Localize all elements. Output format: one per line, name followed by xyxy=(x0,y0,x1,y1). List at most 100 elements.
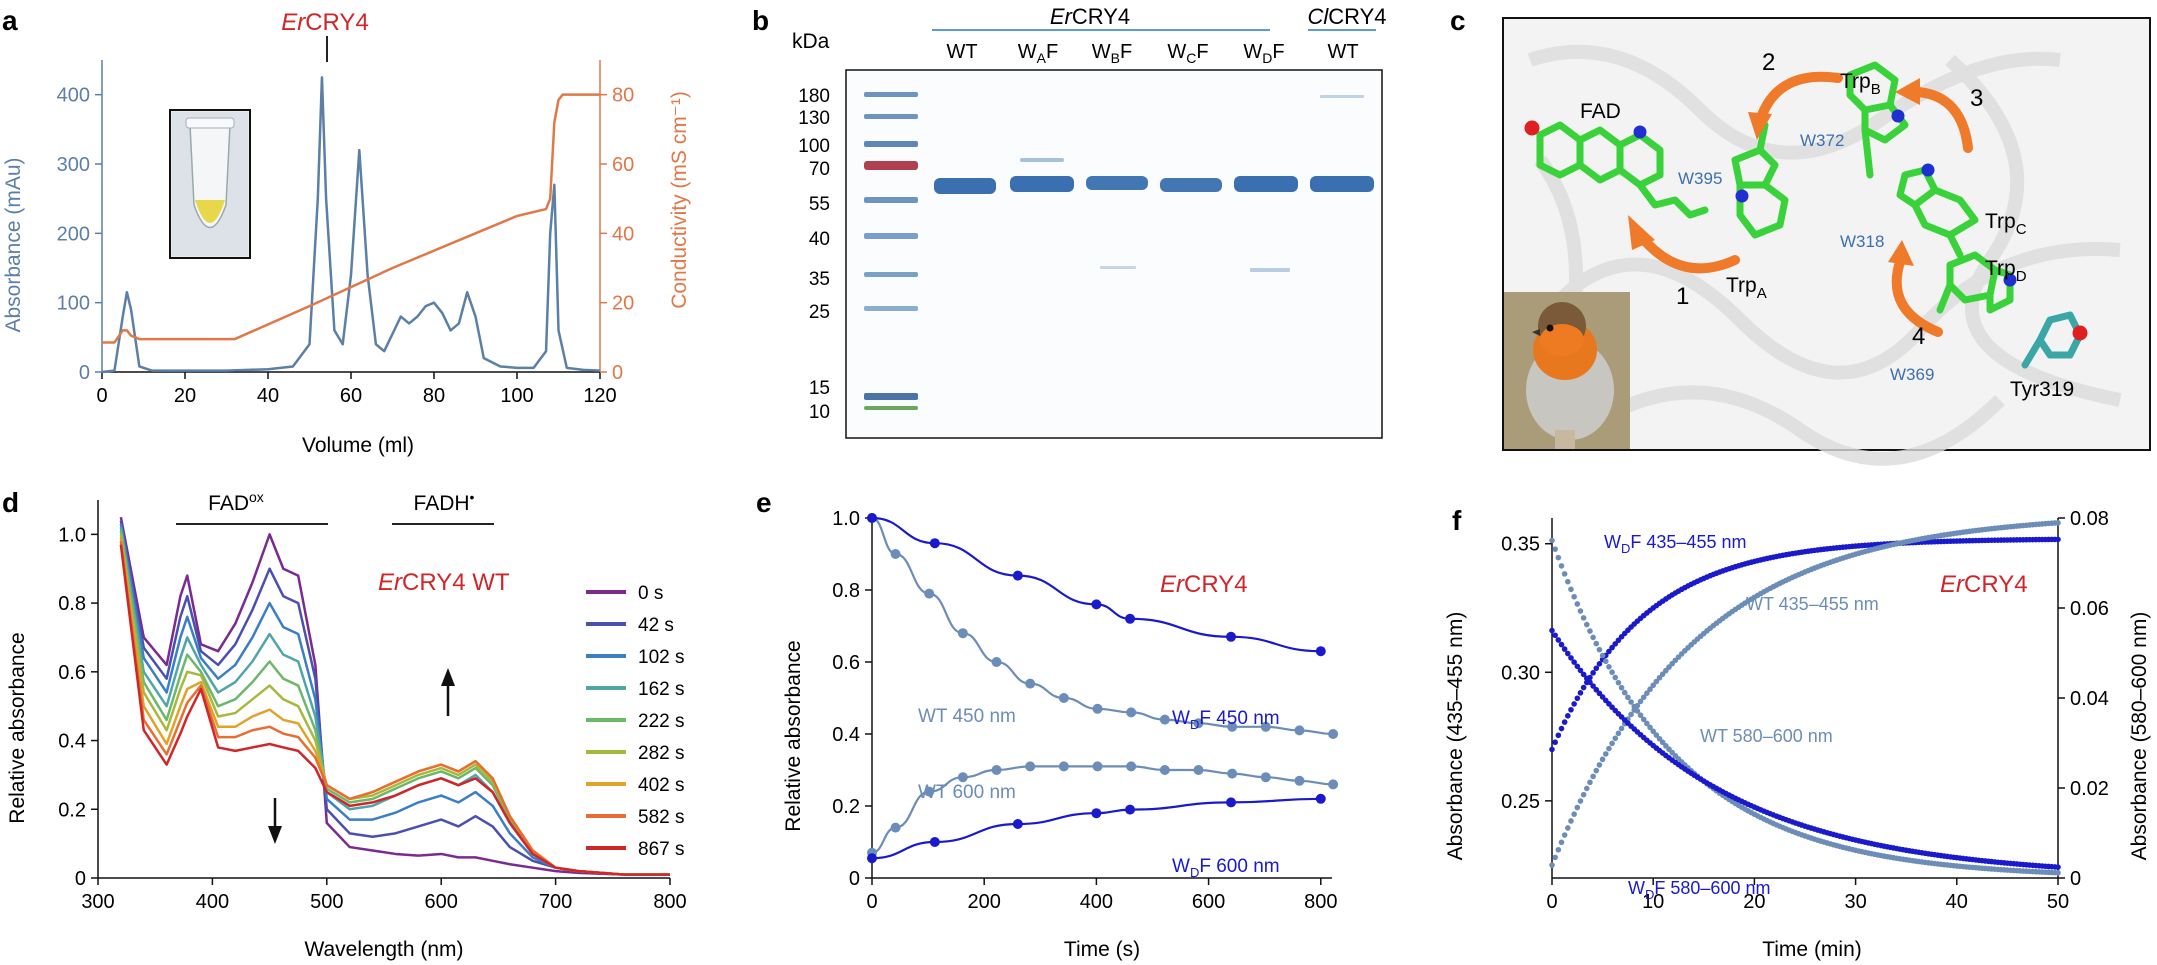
data-point xyxy=(1555,637,1562,643)
label-wdf-580: WDF 580–600 nm xyxy=(1628,878,1770,902)
series-867-s xyxy=(119,544,670,876)
chart-d: 300 400 500 600 700 800 0 0.2 0.4 0.6 0.8 1.0 xyxy=(58,500,687,913)
fit-WT-450-nm xyxy=(871,516,1334,736)
panel-d-ylabel: Relative absorbance xyxy=(6,632,29,823)
data-point xyxy=(1618,684,1625,691)
data-point xyxy=(1599,756,1606,763)
y-tick-label: 0.35 xyxy=(1501,534,1540,556)
data-point xyxy=(1631,703,1638,710)
chart-f: 0 10 20 30 40 50 0.25 0.30 0.35 0 0.02 0.04 0.06 0.08 xyxy=(1501,508,2109,913)
data-point xyxy=(1640,694,1647,701)
y-tick-label: 0.6 xyxy=(832,652,860,674)
svg-text:130: 130 xyxy=(798,108,830,129)
svg-text:W395: W395 xyxy=(1678,169,1722,188)
x-tick-label: 20 xyxy=(174,385,196,407)
data-point xyxy=(2055,869,2061,876)
x-tick-label: 40 xyxy=(257,385,279,407)
data-point xyxy=(1568,655,1574,661)
data-point xyxy=(1294,775,1305,786)
data-point xyxy=(1574,804,1581,811)
data-point xyxy=(1587,628,1593,634)
data-point xyxy=(1574,695,1581,702)
data-point xyxy=(1552,739,1558,746)
data-point xyxy=(1647,686,1653,693)
y-tick-label: 0.25 xyxy=(1501,791,1540,813)
data-point xyxy=(1328,779,1339,790)
data-point xyxy=(1012,819,1023,829)
data-point xyxy=(1552,632,1558,639)
data-point xyxy=(1583,621,1590,628)
data-point xyxy=(1612,735,1619,742)
svg-text:2: 2 xyxy=(1762,49,1775,76)
panel-b: b kDa ErCRY4 ClCRY4 WT WAF WBF WCF WDF W… xyxy=(752,4,1387,439)
y2-tick-label: 0.02 xyxy=(2070,778,2109,800)
data-point xyxy=(1602,751,1609,757)
data-point xyxy=(867,853,877,864)
legend-label: 222 s xyxy=(638,711,684,732)
data-point xyxy=(1092,761,1103,772)
data-point xyxy=(1092,703,1103,714)
data-point xyxy=(867,513,877,523)
electron-transfer-arrows xyxy=(1628,71,1973,337)
data-point xyxy=(1650,728,1656,735)
data-point xyxy=(1058,693,1069,703)
data-point xyxy=(1653,678,1660,685)
data-point xyxy=(1558,725,1565,732)
svg-text:70: 70 xyxy=(809,159,830,180)
panel-c-letter: c xyxy=(1450,5,1466,36)
panel-f: f 0 10 20 30 40 50 0.25 0.30 0.35 0 0.02 0.04 0.06 0.… xyxy=(1444,505,2151,961)
x-tick-label: 120 xyxy=(583,385,616,407)
data-point xyxy=(1634,708,1641,714)
panel-b-letter: b xyxy=(752,5,769,36)
y2-tick-label: 0.06 xyxy=(2070,598,2109,620)
data-point xyxy=(1226,797,1237,808)
x-tick-label: 800 xyxy=(653,891,686,913)
data-point xyxy=(1012,570,1023,581)
lane-label-wa: WAF xyxy=(1018,41,1058,66)
panel-d-letter: d xyxy=(2,487,19,518)
data-point xyxy=(1565,713,1571,719)
legend-label: 0 s xyxy=(638,583,663,604)
data-point xyxy=(1612,674,1619,681)
data-point xyxy=(1590,634,1596,641)
data-point xyxy=(1555,554,1562,561)
y-tick-label: 0.4 xyxy=(58,731,86,753)
data-point xyxy=(1159,714,1170,725)
data-point xyxy=(1606,745,1612,752)
x-tick-label: 30 xyxy=(1844,891,1866,913)
panel-b-kda-label: kDa xyxy=(792,30,830,53)
x-tick-label: 80 xyxy=(423,385,445,407)
panel-e-ylabel: Relative absorbance xyxy=(782,640,805,831)
data-point xyxy=(1561,719,1568,725)
data-point xyxy=(1596,762,1603,768)
data-point xyxy=(1125,613,1136,624)
data-point xyxy=(924,786,935,797)
y-tick-label: 0.2 xyxy=(58,799,86,821)
x-tick-label: 200 xyxy=(968,891,1001,913)
increase-arrow-head xyxy=(441,668,455,686)
data-point xyxy=(1193,718,1204,729)
data-point xyxy=(1593,640,1600,647)
x-tick-label: 100 xyxy=(500,385,533,407)
data-point xyxy=(1656,735,1663,742)
svg-text:40: 40 xyxy=(809,229,830,250)
data-point xyxy=(1260,721,1271,732)
data-point xyxy=(1618,725,1625,732)
panel-d-xlabel: Wavelength (nm) xyxy=(304,938,463,961)
data-point xyxy=(1574,663,1581,670)
svg-text:TrpD: TrpD xyxy=(1985,257,2027,285)
panel-e-title: ErCRY4 xyxy=(1160,571,1248,598)
legend-label: 42 s xyxy=(638,615,674,636)
data-point xyxy=(1612,641,1619,647)
robin-photo xyxy=(1504,292,1630,449)
label-wt-580: WT 580–600 nm xyxy=(1700,726,1833,746)
data-point xyxy=(1568,706,1574,713)
panel-b-group2-label: ClCRY4 xyxy=(1307,4,1386,29)
tyr-molecule xyxy=(2021,311,2088,369)
data-point xyxy=(1561,832,1568,838)
fit-WDF-600-nm xyxy=(871,797,1321,860)
series-absorbance xyxy=(101,76,601,374)
x-tick-label: 50 xyxy=(2047,891,2069,913)
label-wdf-435: WDF 435–455 nm xyxy=(1604,532,1746,556)
